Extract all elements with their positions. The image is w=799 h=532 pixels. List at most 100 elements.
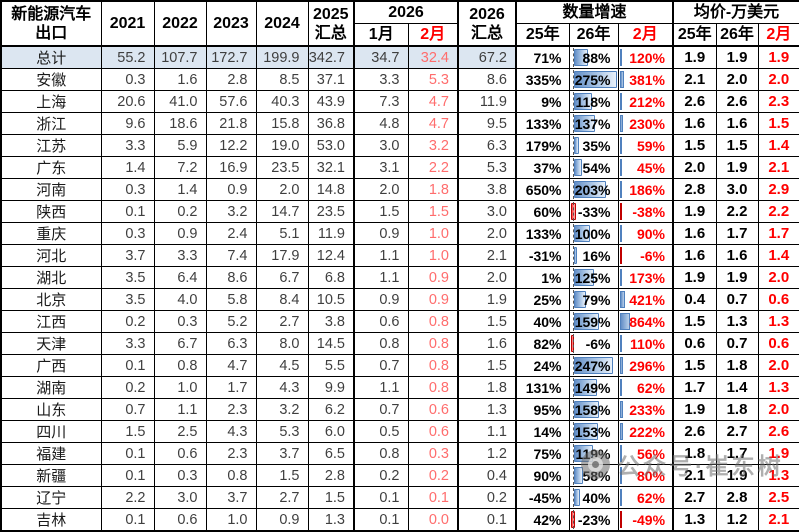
value-2023-cell: 172.7 <box>205 45 257 69</box>
province-cell: 北京 <box>0 288 102 311</box>
value-2026-feb-cell: 32.4 <box>407 45 459 69</box>
price-feb-cell: 1.9 <box>757 442 799 465</box>
price-25-cell: 2.8 <box>672 178 717 201</box>
value-2026-jan-cell: 7.3 <box>353 90 409 113</box>
value-2022-cell: 18.6 <box>153 112 207 135</box>
value-2023-cell: 16.9 <box>205 156 257 179</box>
databar-axis <box>572 224 574 243</box>
growth-value: 110% <box>629 335 666 352</box>
growth-databar <box>619 247 622 264</box>
databar-axis <box>572 400 574 419</box>
value-2026-feb-cell: 0.8 <box>407 332 459 355</box>
growth-databar <box>573 423 598 440</box>
price-feb-cell: 0.6 <box>757 332 799 355</box>
value-2026-feb-cell: 0.9 <box>407 288 459 311</box>
price-26-cell: 2.0 <box>715 68 759 91</box>
price-25-cell: 1.5 <box>672 354 717 377</box>
value-2025-total-cell: 37.1 <box>307 68 355 91</box>
price-25-cell: 2.1 <box>672 464 717 487</box>
price-26-cell: 1.6 <box>715 112 759 135</box>
province-cell: 福建 <box>0 442 102 465</box>
growth-26-cell: 158% <box>568 398 619 421</box>
province-cell: 新疆 <box>0 464 102 487</box>
col-header-2025-total: 2025 汇总 <box>307 0 355 47</box>
corner-header-cell: 新能源汽车 出口 <box>0 0 102 47</box>
growth-feb-cell: -38% <box>617 200 674 223</box>
value-2021-cell: 3.7 <box>100 244 155 267</box>
growth-value: -49% <box>632 511 666 528</box>
databar-axis <box>572 114 574 133</box>
value-2026-jan-cell: 0.8 <box>353 332 409 355</box>
price-feb-cell: 2.1 <box>757 508 799 532</box>
value-2022-cell: 1.1 <box>153 398 207 421</box>
value-2024-cell: 3.2 <box>255 398 309 421</box>
price-25-cell: 1.9 <box>672 45 717 69</box>
growth-25-cell: -31% <box>515 244 570 267</box>
col-header-2022: 2022 <box>153 0 207 47</box>
table-row: 安徽 0.3 1.6 2.8 8.5 37.1 3.3 5.3 8.6 335% 275% 381% 2… <box>0 68 799 91</box>
growth-value: 62% <box>636 379 666 396</box>
growth-value: 90% <box>636 225 666 242</box>
growth-databar <box>573 269 594 286</box>
value-2026-feb-cell: 0.9 <box>407 266 459 289</box>
value-2026-jan-cell: 0.1 <box>353 486 409 509</box>
growth-25-cell: 335% <box>515 68 570 91</box>
growth-databar <box>619 269 622 286</box>
value-2022-cell: 7.2 <box>153 156 207 179</box>
value-2023-cell: 2.8 <box>205 68 257 91</box>
growth-databar <box>573 225 590 242</box>
growth-value: 421% <box>629 291 666 308</box>
growth-25-cell: 133% <box>515 222 570 245</box>
province-cell: 河北 <box>0 244 102 267</box>
value-2021-cell: 0.1 <box>100 442 155 465</box>
value-2026-feb-cell: 0.6 <box>407 420 459 443</box>
growth-26-cell: 247% <box>568 354 619 377</box>
value-2022-cell: 0.9 <box>153 222 207 245</box>
value-2023-cell: 2.3 <box>205 442 257 465</box>
value-2022-cell: 4.0 <box>153 288 207 311</box>
value-2025-total-cell: 43.9 <box>307 90 355 113</box>
table-row: 广东 1.4 7.2 16.9 23.5 32.1 3.1 2.2 5.3 37% 54% 45% 2.… <box>0 156 799 179</box>
price-26-cell: 1.7 <box>715 442 759 465</box>
price-26-cell: 1.5 <box>715 134 759 157</box>
province-cell: 陕西 <box>0 200 102 223</box>
price-feb-cell: 1.3 <box>757 464 799 487</box>
price-26-cell: 1.7 <box>715 222 759 245</box>
value-2026-total-cell: 0.1 <box>457 508 517 532</box>
col-header-price-feb: 2月 <box>757 23 799 47</box>
table-row: 陕西 0.1 0.2 3.2 14.7 23.5 1.5 1.5 3.0 60% -33% -38% 1… <box>0 200 799 223</box>
value-2026-total-cell: 1.1 <box>457 420 517 443</box>
growth-databar <box>573 291 586 308</box>
group-header-price: 均价-万美元 <box>672 0 799 24</box>
value-2024-cell: 6.7 <box>255 266 309 289</box>
value-2021-cell: 0.1 <box>100 464 155 487</box>
table-row: 辽宁 2.2 3.0 3.7 2.7 1.5 0.1 0.1 0.2 -45% 40% 62% 2.7 2… <box>0 486 799 509</box>
value-2026-feb-cell: 0.6 <box>407 398 459 421</box>
value-2023-cell: 6.3 <box>205 332 257 355</box>
growth-25-cell: 95% <box>515 398 570 421</box>
province-cell: 总计 <box>0 45 102 69</box>
growth-25-cell: 1% <box>515 266 570 289</box>
value-2024-cell: 2.7 <box>255 310 309 333</box>
price-25-cell: 1.6 <box>672 222 717 245</box>
value-2024-cell: 3.7 <box>255 442 309 465</box>
value-2021-cell: 0.3 <box>100 222 155 245</box>
growth-value: 54% <box>582 159 611 176</box>
value-2025-total-cell: 12.4 <box>307 244 355 267</box>
growth-26-cell: 137% <box>568 112 619 135</box>
growth-value: 247% <box>574 357 611 374</box>
growth-databar <box>619 357 623 374</box>
province-cell: 广西 <box>0 354 102 377</box>
value-2023-cell: 5.8 <box>205 288 257 311</box>
value-2021-cell: 0.1 <box>100 354 155 377</box>
growth-value: 119% <box>575 445 611 462</box>
growth-databar <box>619 137 622 154</box>
growth-feb-cell: 864% <box>617 310 674 333</box>
table-row: 湖南 0.2 1.0 1.7 4.3 9.9 1.1 0.8 1.8 131% 149% 62% 1.7… <box>0 376 799 399</box>
growth-databar <box>619 445 622 462</box>
value-2021-cell: 0.2 <box>100 310 155 333</box>
value-2022-cell: 0.6 <box>153 442 207 465</box>
growth-databar <box>619 335 622 352</box>
col-header-2024: 2024 <box>255 0 309 47</box>
value-2023-cell: 2.4 <box>205 222 257 245</box>
